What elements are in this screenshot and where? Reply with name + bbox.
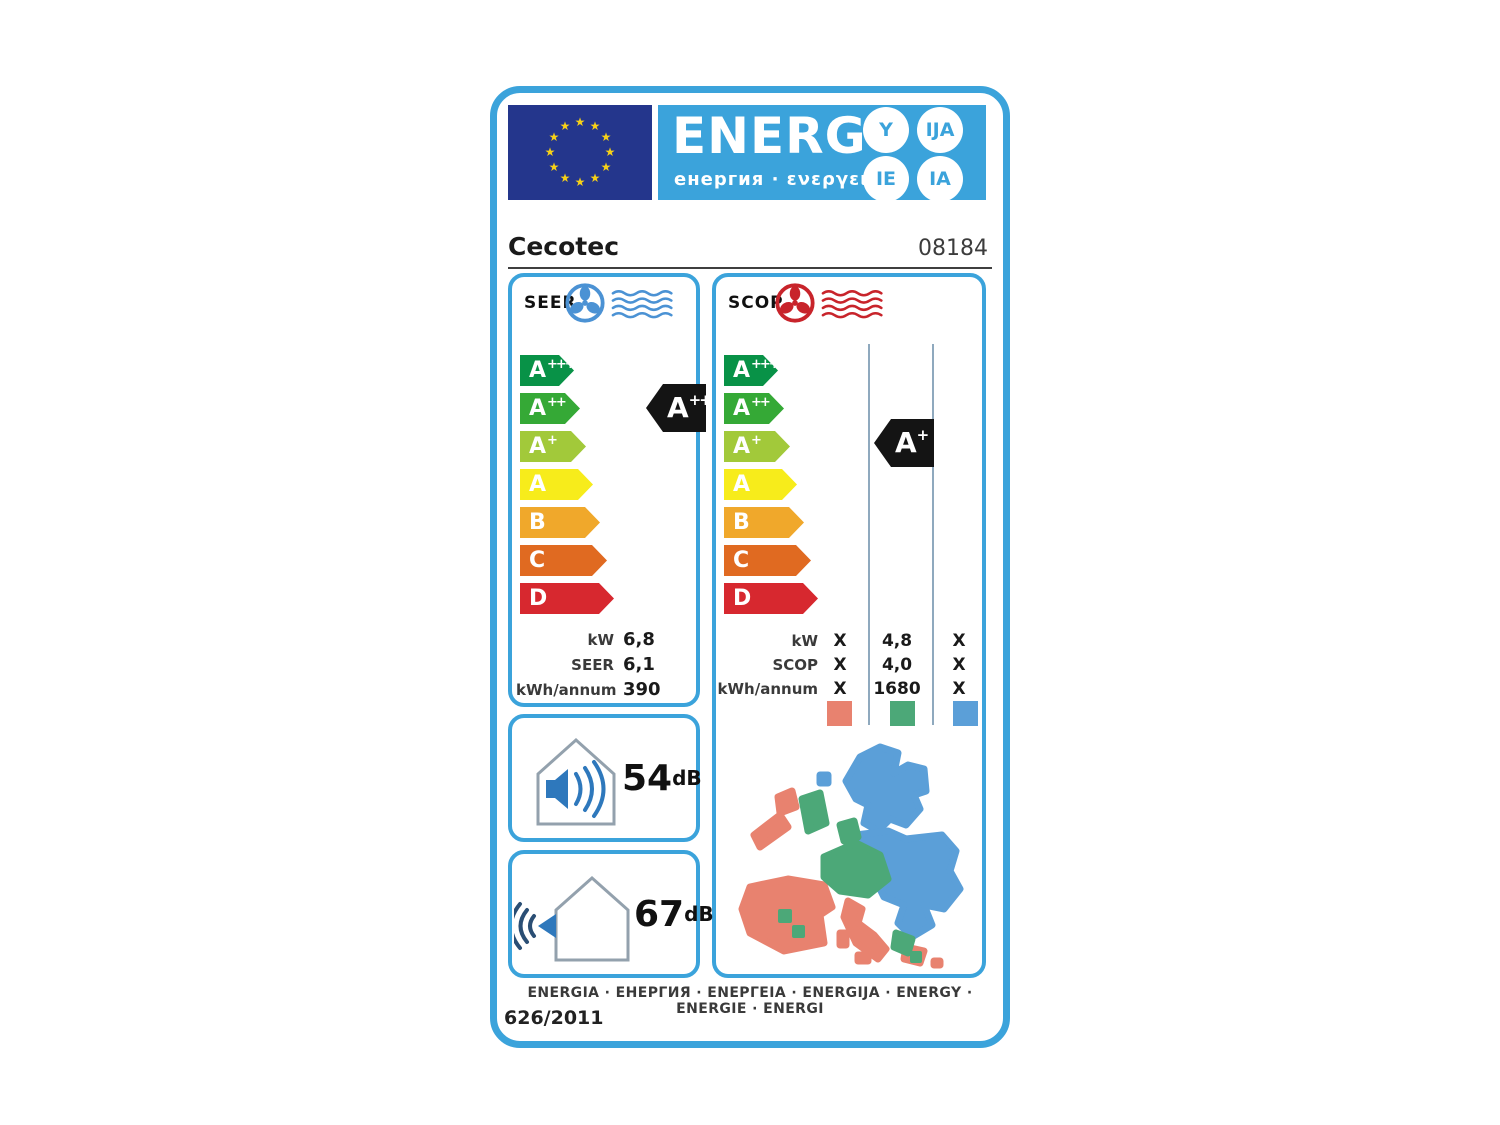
scop-kw-warm: X xyxy=(833,631,847,651)
brand-name: Cecotec xyxy=(508,232,620,261)
svg-text:★: ★ xyxy=(545,145,556,159)
seer-kw-row: kW 6,8 xyxy=(516,629,692,654)
cool-airflow-icon xyxy=(611,290,673,319)
svg-text:★: ★ xyxy=(601,130,612,144)
seer-panel: SEER A +++ A ++ A + A B C xyxy=(508,273,706,707)
scop-panel: SCOP A +++ A ++ A + A xyxy=(712,273,986,978)
class-arrow-a1plus: A + xyxy=(520,431,586,462)
outdoor-noise-box: 67 dB xyxy=(508,850,714,978)
climate-zone-divider-2 xyxy=(932,344,934,725)
class-arrow-a3plus: A +++ xyxy=(520,355,574,386)
model-number: 08184 xyxy=(918,236,988,261)
scop-kw-label: kW xyxy=(791,632,818,650)
svg-text:★: ★ xyxy=(560,119,571,133)
indoor-noise-box: 54 dB xyxy=(508,714,702,842)
brand-divider xyxy=(508,267,992,269)
indoor-noise-icon xyxy=(536,737,616,826)
svg-text:★: ★ xyxy=(549,130,560,144)
seer-kwh-value: 390 xyxy=(623,679,661,700)
class-arrow-a: A xyxy=(520,469,593,500)
svg-text:★: ★ xyxy=(590,119,601,133)
svg-text:★: ★ xyxy=(575,175,586,189)
class-arrow-a2plus: A ++ xyxy=(724,393,784,424)
seer-kw-label: kW xyxy=(587,631,614,649)
outdoor-noise-text: 67 dB xyxy=(634,854,714,974)
svg-text:★: ★ xyxy=(605,145,616,159)
seer-title: SEER xyxy=(524,293,577,313)
svg-text:★: ★ xyxy=(575,115,586,129)
seer-values: kW 6,8 SEER 6,1 kWh/annum 390 xyxy=(516,629,692,704)
class-arrow-c: C xyxy=(724,545,811,576)
class-arrow-a1plus: A + xyxy=(724,431,790,462)
class-arrow-a2plus: A ++ xyxy=(520,393,580,424)
scop-kwh-cold: X xyxy=(952,679,966,699)
scop-kwh-row: kWh/annum X 1680 X xyxy=(716,679,986,703)
svg-text:★: ★ xyxy=(601,160,612,174)
regulation-number: 626/2011 xyxy=(504,1007,604,1029)
language-badge-ia: IA xyxy=(917,156,963,202)
scop-kw-row: kW X 4,8 X xyxy=(716,631,986,655)
indoor-noise-text: 54 dB xyxy=(622,718,702,838)
language-badge-ija: IJA xyxy=(917,107,963,153)
class-arrow-b: B xyxy=(724,507,804,538)
outdoor-noise-icon xyxy=(514,875,630,962)
class-arrow-c: C xyxy=(520,545,607,576)
energ-logo-subtitle: енергия · ενεργεια xyxy=(674,169,882,190)
seer-kwh-label: kWh/annum xyxy=(516,681,617,699)
climate-zone-divider-1 xyxy=(868,344,870,725)
europe-climate-map xyxy=(738,743,964,969)
scop-values-table: kW X 4,8 X SCOP X 4,0 X kWh/annum X 1680… xyxy=(716,631,986,703)
indoor-noise-unit: dB xyxy=(672,766,702,790)
average-zone-swatch xyxy=(890,701,915,726)
eu-energy-label: ★ ★ ★ ★ ★ ★ ★ ★ ★ ★ ★ ★ ENERG енергия · ενεργεια… xyxy=(490,86,1010,1048)
scop-scop-cold: X xyxy=(952,655,966,675)
cold-zone-swatch xyxy=(953,701,978,726)
seer-kwh-row: kWh/annum 390 xyxy=(516,679,692,704)
scop-title: SCOP xyxy=(728,293,784,313)
seer-rating-arrow: A ++ xyxy=(646,384,706,432)
scop-kw-average: 4,8 xyxy=(881,631,913,651)
scop-scop-average: 4,0 xyxy=(881,655,913,675)
seer-seer-value: 6,1 xyxy=(623,654,655,675)
class-arrow-d: D xyxy=(724,583,818,614)
language-badge-y: Y xyxy=(863,107,909,153)
scop-scop-warm: X xyxy=(833,655,847,675)
seer-kw-value: 6,8 xyxy=(623,629,655,650)
class-arrow-d: D xyxy=(520,583,614,614)
warm-airflow-icon xyxy=(821,290,883,319)
scop-kwh-warm: X xyxy=(833,679,847,699)
language-badge-ie: IE xyxy=(863,156,909,202)
scop-scop-row: SCOP X 4,0 X xyxy=(716,655,986,679)
scop-kwh-average: 1680 xyxy=(873,679,921,699)
outdoor-noise-value: 67 xyxy=(634,893,685,935)
cooling-fan-icon xyxy=(565,283,605,323)
scop-kwh-label: kWh/annum xyxy=(717,680,818,698)
heating-fan-icon xyxy=(775,283,815,323)
class-arrow-a3plus: A +++ xyxy=(724,355,778,386)
eu-flag-icon: ★ ★★ ★★★ ★★★ ★★★ xyxy=(508,105,652,200)
indoor-noise-value: 54 xyxy=(622,757,673,799)
scop-kw-cold: X xyxy=(952,631,966,651)
energy-languages-line: ENERGIA · ЕНЕРГИЯ · ΕΝΕΡΓΕΙΑ · ENERGIJA … xyxy=(527,985,973,1017)
energ-logo-banner: ENERG енергия · ενεργεια Y IJA IE IA xyxy=(658,105,986,202)
warm-zone-swatch xyxy=(827,701,852,726)
svg-text:★: ★ xyxy=(560,171,571,185)
class-arrow-b: B xyxy=(520,507,600,538)
energ-logo-word: ENERG xyxy=(672,107,867,165)
outdoor-noise-unit: dB xyxy=(684,902,714,926)
scop-scop-label: SCOP xyxy=(772,656,818,674)
scop-rating-arrow: A + xyxy=(874,419,934,467)
svg-text:★: ★ xyxy=(590,171,601,185)
seer-seer-row: SEER 6,1 xyxy=(516,654,692,679)
seer-seer-label: SEER xyxy=(571,656,614,674)
class-arrow-a: A xyxy=(724,469,797,500)
svg-text:★: ★ xyxy=(549,160,560,174)
